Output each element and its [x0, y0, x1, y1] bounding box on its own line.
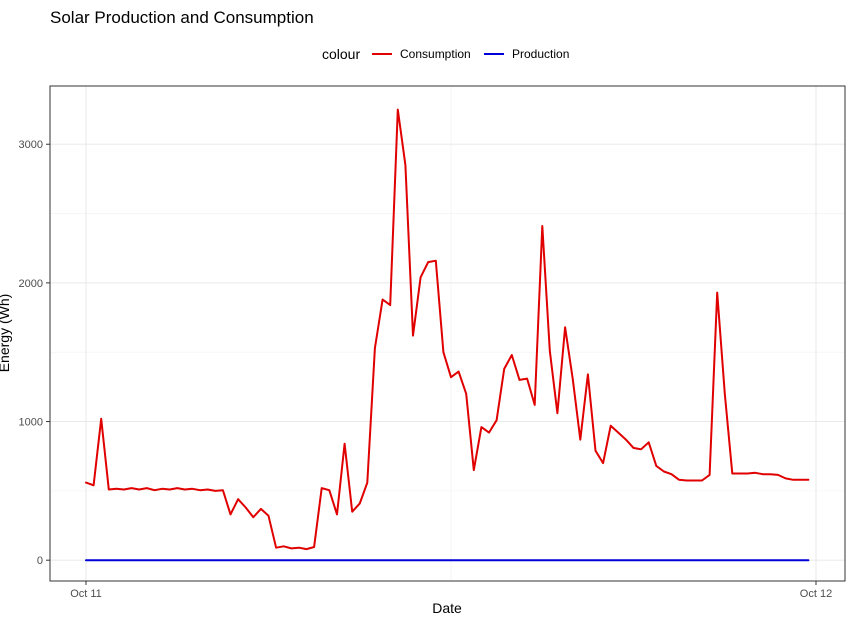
legend-label-production: Production [512, 47, 569, 61]
legend-title: colour [322, 46, 360, 62]
x-axis-title: Date [432, 600, 462, 616]
y-axis-title: Energy (Wh) [0, 294, 12, 373]
axis-ticks: 0 1000 2000 3000 Oct 11 Oct 12 [19, 139, 833, 600]
y-tick-label: 0 [37, 555, 43, 567]
plot-border [49, 85, 846, 582]
legend-label-consumption: Consumption [400, 47, 471, 61]
y-tick-label: 3000 [19, 139, 43, 151]
legend: colour Consumption Production [322, 46, 569, 62]
x-tick-label: Oct 11 [70, 588, 102, 600]
y-tick-label: 2000 [19, 278, 43, 290]
y-tick-label: 1000 [19, 417, 43, 429]
series-line-consumption [85, 108, 810, 551]
chart-title: Solar Production and Consumption [50, 8, 314, 27]
x-tick-label: Oct 12 [800, 588, 832, 600]
series-layer [85, 108, 810, 562]
